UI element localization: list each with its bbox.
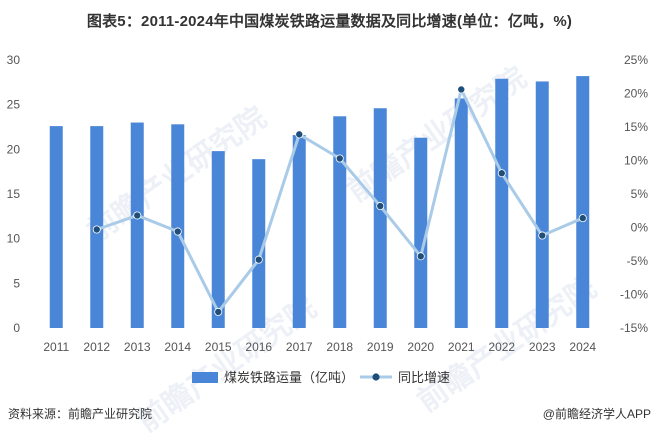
x-tick-label: 2011 [43,340,69,354]
x-tick-label: 2018 [326,340,353,354]
right-tick-label: 25% [624,53,648,67]
legend-bar-label: 煤炭铁路运量（亿吨） [224,370,354,385]
left-tick-label: 20 [7,142,21,156]
bar-2020 [414,137,428,328]
right-tick-label: 10% [624,154,648,168]
bar-2018 [333,116,347,328]
growth-point-2020 [416,252,425,261]
bar-2013 [130,122,144,329]
x-tick-label: 2021 [448,340,475,354]
brand-label: @前瞻经济学人APP [542,407,651,421]
x-tick-label: 2014 [164,340,191,354]
left-tick-label: 25 [7,98,21,112]
bar-series [49,76,590,329]
right-tick-label: 20% [624,87,648,101]
legend-bar-swatch [192,372,218,383]
left-tick-label: 5 [13,276,20,290]
bar-2024 [576,76,590,328]
x-tick-label: 2016 [245,340,272,354]
right-tick-label: -5% [627,254,649,268]
bar-2016 [252,159,266,328]
growth-point-2023 [538,231,547,240]
right-tick-label: 15% [624,120,648,134]
growth-point-2021 [457,85,466,94]
bar-2017 [292,135,306,328]
legend-line-label: 同比增速 [398,370,450,385]
right-tick-label: 5% [631,187,649,201]
bar-2023 [535,81,549,328]
right-axis: -15% -10% -5% 0% 5% 10% 15% 20% 25% [620,53,648,335]
growth-point-2014 [173,227,182,236]
bar-2011 [49,126,63,329]
left-axis: 0 5 10 15 20 25 30 [7,53,21,335]
x-axis: 2011 2012 2013 2014 2015 2016 2017 2018 2019 2020… [43,340,596,354]
x-tick-label: 2024 [569,340,596,354]
left-tick-label: 0 [13,321,20,335]
growth-line-series [92,85,587,316]
growth-point-2015 [214,307,223,316]
growth-point-2024 [578,214,587,223]
chart-title: 图表5：2011-2024年中国煤炭铁路运量数据及同比增速(单位：亿吨，%) [86,13,573,30]
source-note: 资料来源：前瞻产业研究院 [8,407,153,421]
legend: 煤炭铁路运量（亿吨） 同比增速 [192,370,450,385]
left-tick-label: 30 [7,53,21,67]
bar-2022 [495,78,509,328]
growth-point-2018 [335,154,344,163]
x-tick-label: 2022 [488,340,515,354]
x-tick-label: 2013 [124,340,151,354]
left-tick-label: 15 [7,187,21,201]
legend-line-marker [372,373,380,381]
right-tick-label: -10% [620,288,648,302]
bar-2014 [171,124,185,328]
growth-point-2016 [254,255,263,264]
growth-point-2017 [295,130,304,139]
growth-point-2022 [497,169,506,178]
bar-2021 [454,98,468,328]
x-tick-label: 2015 [205,340,232,354]
x-tick-label: 2019 [367,340,394,354]
x-tick-label: 2017 [286,340,313,354]
growth-point-2012 [92,225,101,234]
x-tick-label: 2012 [83,340,110,354]
left-tick-label: 10 [7,232,21,246]
x-tick-label: 2020 [407,340,434,354]
growth-point-2019 [376,202,385,211]
x-tick-label: 2023 [529,340,556,354]
growth-point-2013 [133,211,142,220]
right-tick-label: 0% [631,221,649,235]
right-tick-label: -15% [620,321,648,335]
bar-2015 [211,151,225,328]
bar-2019 [373,108,387,329]
